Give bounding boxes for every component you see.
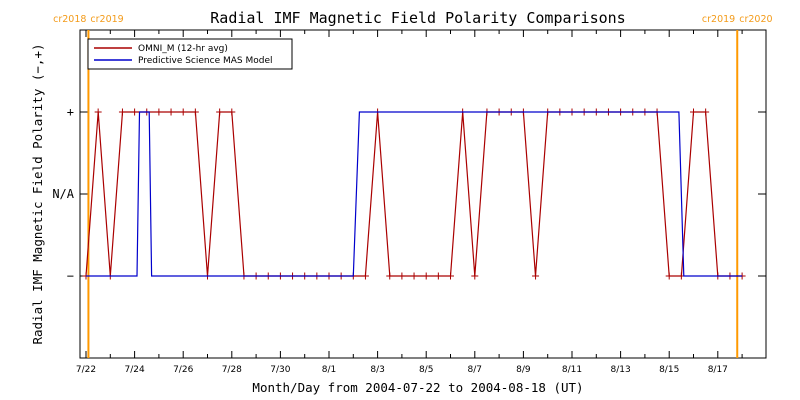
x-tick-label: 8/9: [516, 365, 531, 375]
x-tick-label: 8/1: [322, 365, 336, 375]
carrington-label-left: cr2018: [53, 14, 86, 25]
omni-data-point: [471, 272, 479, 280]
omni-data-point: [191, 108, 199, 116]
y-tick-label: −: [67, 269, 74, 283]
mas-series-line: [86, 111, 743, 277]
omni-data-point: [361, 272, 369, 280]
omni-data-point: [228, 108, 236, 116]
omni-data-point: [434, 272, 442, 280]
legend-label-omni: OMNI_M (12-hr avg): [138, 44, 228, 54]
omni-data-point: [422, 272, 430, 280]
x-tick-label: 8/15: [659, 365, 679, 375]
omni-data-point: [386, 272, 394, 280]
carrington-label-right: cr2019: [90, 14, 123, 25]
x-tick-label: 8/13: [610, 365, 630, 375]
x-tick-label: 7/28: [222, 365, 242, 375]
x-tick-label: 8/11: [562, 365, 582, 375]
series-layer: [82, 108, 746, 280]
omni-data-point: [690, 108, 697, 116]
x-axis-ticks: 7/22 7/24 7/26 7/28 7/30 8/1 8/3 8/5 8/7 8/9 8/11 8…: [76, 30, 743, 375]
x-tick-label: 7/24: [124, 365, 144, 375]
omni-data-point: [702, 108, 710, 116]
omni-data-point: [216, 108, 224, 116]
legend-label-mas: Predictive Science MAS Model: [138, 56, 273, 66]
x-axis-label: Month/Day from 2004-07-22 to 2004-08-18 …: [252, 380, 583, 395]
omni-data-point: [410, 272, 418, 280]
omni-data-point: [94, 108, 102, 116]
y-axis-ticks: + N/A −: [52, 105, 766, 283]
omni-data-point: [167, 108, 175, 116]
chart-title: Radial IMF Magnetic Field Polarity Compa…: [210, 9, 625, 27]
y-tick-label: +: [67, 105, 74, 119]
x-tick-label: 8/17: [708, 365, 728, 375]
omni-data-point: [155, 108, 163, 116]
legend: OMNI_M (12-hr avg) Predictive Science MA…: [87, 38, 293, 70]
x-tick-label: 8/7: [468, 365, 482, 375]
omni-data-point: [532, 272, 540, 280]
x-tick-label: 8/3: [370, 365, 384, 375]
x-tick-label: 7/22: [76, 365, 96, 375]
omni-data-point: [131, 108, 139, 116]
omni-data-point: [447, 272, 454, 280]
legend-box: [87, 38, 293, 70]
carrington-markers: cr2018 cr2019 cr2019 cr2020: [53, 14, 773, 358]
omni-data-point: [118, 108, 126, 116]
omni-series-line: [85, 111, 743, 277]
y-axis-label: Radial IMF Magnetic Field Polarity (−,+): [30, 43, 45, 344]
omni-data-point: [179, 108, 187, 116]
x-tick-label: 7/30: [270, 365, 290, 375]
carrington-label-left: cr2019: [702, 14, 735, 25]
carrington-label-right: cr2020: [739, 14, 772, 25]
x-tick-label: 7/26: [173, 365, 193, 375]
y-tick-label: N/A: [52, 187, 74, 201]
omni-data-point: [665, 272, 673, 280]
omni-data-point: [398, 272, 406, 280]
x-tick-label: 8/5: [419, 365, 433, 375]
